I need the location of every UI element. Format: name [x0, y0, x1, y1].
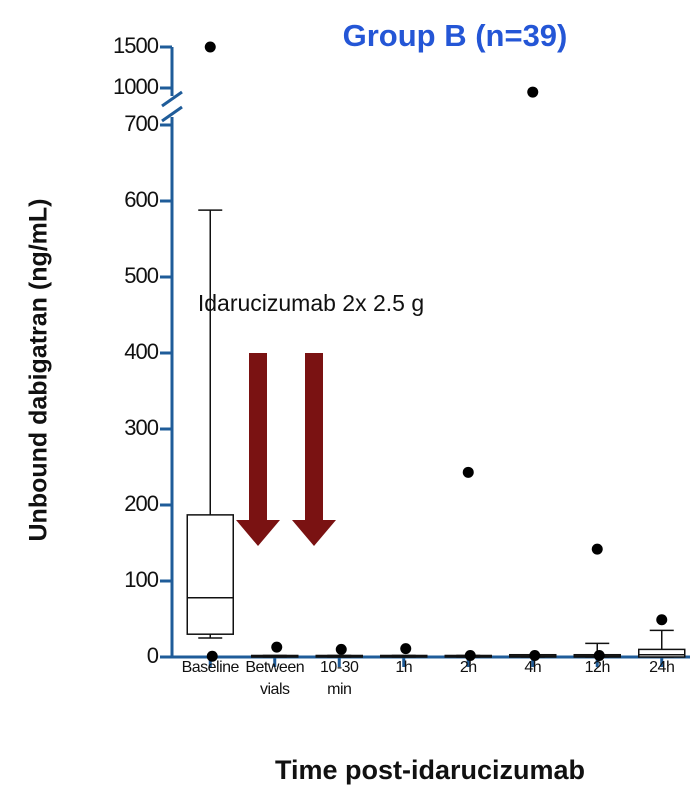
box — [638, 648, 686, 658]
dose-arrows — [236, 353, 336, 546]
outlier — [462, 466, 474, 478]
y-tick-label: 600 — [124, 187, 158, 212]
outlier — [593, 649, 605, 661]
arrow — [292, 353, 336, 546]
x-tick-label: 1h — [395, 659, 413, 676]
box — [186, 514, 234, 635]
y-tick-label: 700 — [124, 111, 158, 136]
x-axis-label: Time post-idarucizumab — [275, 755, 585, 785]
x-tick-label: 4h — [524, 659, 542, 676]
axis-break — [161, 90, 183, 108]
x-tick-label: Baseline — [181, 659, 240, 676]
outlier — [335, 643, 347, 655]
y-axis-label: Unbound dabigatran (ng/mL) — [25, 198, 53, 541]
outlier — [400, 643, 412, 655]
chart-title: Group B (n=39) — [343, 18, 568, 53]
outlier — [464, 649, 476, 661]
x-tick-label: 2h — [459, 659, 477, 676]
x-tick-label: 12h — [584, 659, 611, 676]
y-tick-label: 1000 — [113, 74, 159, 99]
outlier — [527, 86, 539, 98]
y-tick-label: 1500 — [113, 33, 159, 58]
y-tick-label: 400 — [124, 339, 158, 364]
y-tick-label: 300 — [124, 415, 158, 440]
axis-break — [161, 105, 183, 123]
y-tick-label: 500 — [124, 263, 158, 288]
annotation: Idarucizumab 2x 2.5 g — [197, 290, 425, 316]
outlier — [204, 41, 216, 53]
x-tick-label: 24h — [649, 659, 675, 676]
outlier — [656, 614, 668, 626]
outlier — [529, 649, 541, 661]
y-tick-label: 0 — [147, 643, 159, 668]
x-tick-label: 10-30 min — [320, 659, 359, 698]
y-tick-label: 200 — [124, 491, 158, 516]
outlier — [591, 543, 603, 555]
outlier — [206, 650, 218, 662]
x-tick-label: Between vials — [245, 659, 305, 698]
arrow — [236, 353, 280, 546]
y-tick-label: 100 — [124, 567, 158, 592]
outlier — [271, 641, 283, 653]
